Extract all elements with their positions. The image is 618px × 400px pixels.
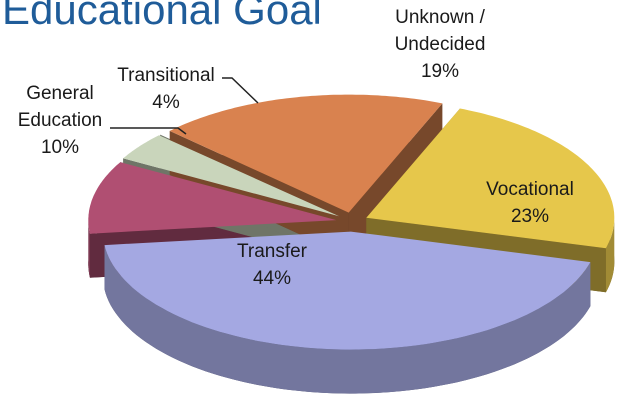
leader-line xyxy=(222,77,259,104)
slice xyxy=(366,108,615,249)
slice-side xyxy=(104,245,591,394)
slice xyxy=(123,135,340,217)
slice xyxy=(88,162,337,234)
value-label: 23% xyxy=(510,206,550,227)
slice-label: Transfer 44% xyxy=(212,238,332,292)
slice-label: General Education 10% xyxy=(5,80,115,161)
slice xyxy=(169,94,443,213)
category-label: General Education xyxy=(17,83,103,131)
slice-label: Transitional 4% xyxy=(106,62,226,116)
leader-line xyxy=(110,127,187,135)
slice-side xyxy=(605,217,615,293)
category-label: Unknown / Undecided xyxy=(394,7,486,55)
category-label: Transfer xyxy=(236,241,308,262)
value-label: 44% xyxy=(252,268,292,289)
slice xyxy=(104,231,591,350)
slice-label: Unknown / Undecided 19% xyxy=(385,4,495,85)
slice-label: Vocational 23% xyxy=(470,176,590,230)
value-label: 19% xyxy=(420,61,460,82)
value-label: 10% xyxy=(40,137,80,158)
slice-side xyxy=(88,220,90,278)
category-label: Vocational xyxy=(486,179,574,200)
category-label: Transitional xyxy=(117,65,215,86)
chart-title: Educational Goal xyxy=(2,0,322,33)
value-label: 4% xyxy=(152,92,180,113)
